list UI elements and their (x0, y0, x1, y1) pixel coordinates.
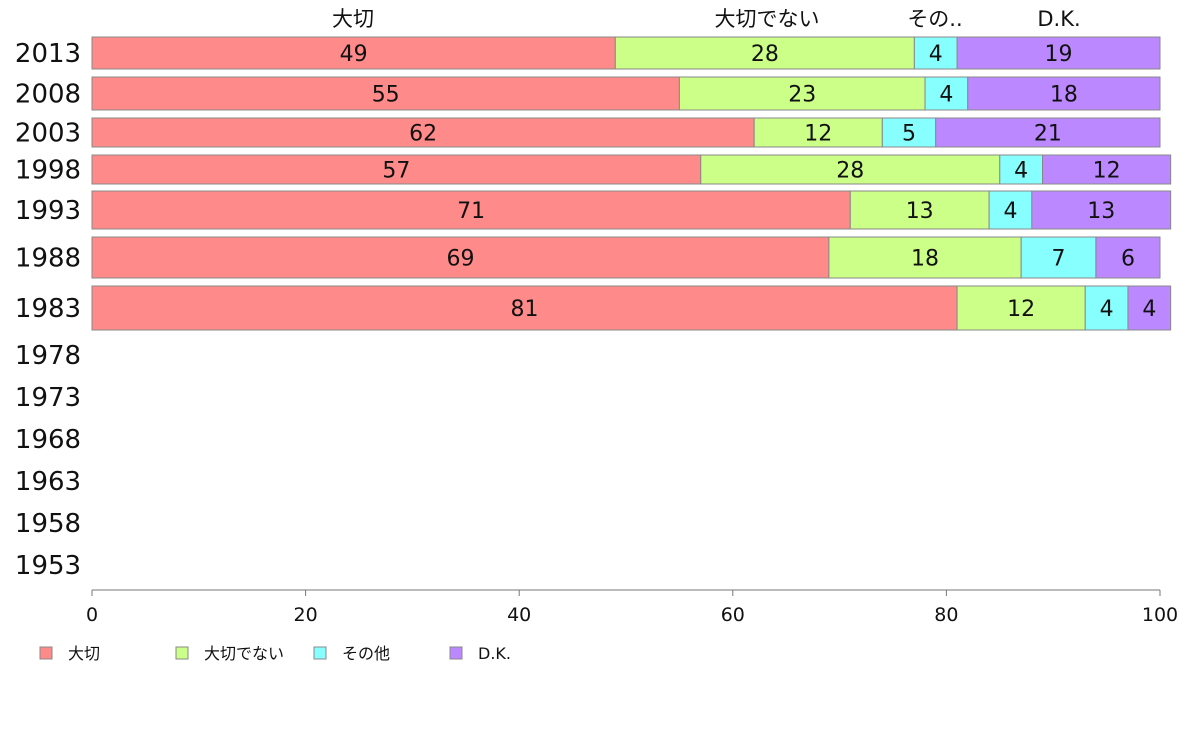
bar-segment (91, 190, 851, 230)
bar-segment (935, 117, 1161, 148)
bar-segment (956, 36, 1161, 70)
data-label: 13 (906, 199, 934, 224)
x-tick-label: 100 (1142, 604, 1178, 626)
year-label: 2013 (15, 39, 81, 69)
series-header-label: その.. (907, 7, 962, 31)
data-label: 18 (1050, 83, 1078, 108)
data-label: 4 (939, 83, 953, 108)
bar-segment (913, 36, 958, 70)
bar-segment (91, 36, 616, 70)
data-label: 12 (1093, 159, 1121, 184)
x-tick-label: 60 (721, 604, 745, 626)
bar-segment (91, 236, 830, 279)
bar-segment (1095, 236, 1161, 279)
bar-segment (678, 76, 926, 111)
data-label: 69 (446, 247, 474, 272)
data-label: 7 (1052, 247, 1066, 272)
year-label: 1978 (15, 341, 81, 371)
data-label: 4 (1142, 297, 1156, 322)
legend-label: 大切 (68, 644, 100, 663)
data-label: 55 (372, 83, 400, 108)
data-label: 12 (1007, 297, 1035, 322)
data-label: 6 (1121, 247, 1135, 272)
data-label: 4 (1003, 199, 1017, 224)
x-axis: 0 20 40 60 80 100 (86, 589, 1178, 626)
legend-swatch (39, 646, 53, 660)
year-label: 2008 (15, 80, 81, 110)
series-header-label: D.K. (1037, 7, 1080, 31)
year-label: 2003 (15, 119, 81, 149)
data-label: 19 (1045, 42, 1073, 67)
data-label: 23 (788, 83, 816, 108)
bar-segment (988, 190, 1033, 230)
data-label: 5 (902, 122, 916, 147)
legend-swatch (449, 646, 463, 660)
bar-segment (1031, 190, 1172, 230)
data-label: 4 (1100, 297, 1114, 322)
data-label: 62 (409, 122, 437, 147)
series-header-labels: 大切 大切でない その.. D.K. (332, 7, 1081, 31)
bar-segment (967, 76, 1161, 111)
data-label: 81 (511, 297, 539, 322)
bars: 49 28 4 19 55 23 4 18 62 12 5 21 57 28 4 12 71 13 4 13 69 18 7… (91, 36, 1172, 331)
bar-segment (1020, 236, 1097, 279)
bar-segment (1042, 154, 1172, 185)
bar-segment (614, 36, 915, 70)
data-label: 21 (1034, 122, 1062, 147)
series-header-label: 大切でない (715, 7, 820, 31)
data-label: 12 (804, 122, 832, 147)
legend-swatch (175, 646, 189, 660)
year-label: 1973 (15, 383, 81, 413)
year-label: 1953 (15, 551, 81, 581)
bar-segment (700, 154, 1001, 185)
year-label: 1968 (15, 425, 81, 455)
x-tick-label: 0 (86, 604, 98, 626)
bar-segment (753, 117, 883, 148)
data-label: 28 (836, 159, 864, 184)
data-label: 13 (1087, 199, 1115, 224)
x-tick-label: 80 (934, 604, 958, 626)
series-header-label: 大切 (332, 7, 374, 31)
data-label: 28 (751, 42, 779, 67)
bar-segment (91, 285, 958, 331)
bar-segment (828, 236, 1022, 279)
year-label: 1998 (15, 156, 81, 186)
data-label: 4 (929, 42, 943, 67)
legend-label: その他 (342, 644, 390, 663)
legend: 大切 大切でない その他 D.K. (39, 644, 511, 663)
bar-segment (1084, 285, 1129, 331)
legend-label: D.K. (478, 644, 511, 663)
year-label: 1958 (15, 509, 81, 539)
year-labels: 2013 2008 2003 1998 1993 1988 1983 1978 1973 1968… (15, 39, 81, 581)
year-label: 1983 (15, 294, 81, 324)
data-label: 49 (340, 42, 368, 67)
bar-segment (91, 154, 702, 185)
bar-segment (91, 117, 755, 148)
bar-segment (849, 190, 990, 230)
data-label: 71 (457, 199, 485, 224)
bar-segment (1127, 285, 1172, 331)
year-label: 1988 (15, 244, 81, 274)
x-tick-label: 40 (507, 604, 531, 626)
x-tick-label: 20 (294, 604, 318, 626)
data-label: 57 (382, 159, 410, 184)
legend-label: 大切でない (204, 644, 284, 663)
year-label: 1993 (15, 196, 81, 226)
data-label: 4 (1014, 159, 1028, 184)
legend-swatch (313, 646, 327, 660)
bar-segment (924, 76, 969, 111)
bar-segment (91, 76, 680, 111)
data-label: 18 (911, 247, 939, 272)
year-label: 1963 (15, 467, 81, 497)
